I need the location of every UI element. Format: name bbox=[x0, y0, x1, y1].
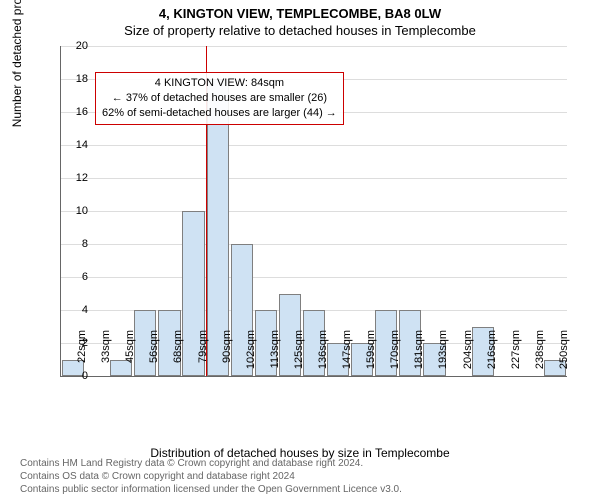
y-tick-label: 6 bbox=[48, 271, 88, 283]
plot-area: 4 KINGTON VIEW: 84sqm← 37% of detached h… bbox=[60, 46, 567, 377]
copyright-notice: Contains HM Land Registry data © Crown c… bbox=[20, 457, 402, 496]
y-tick-label: 16 bbox=[48, 106, 88, 118]
x-tick-label: 159sqm bbox=[365, 330, 377, 380]
chart-container: 4, KINGTON VIEW, TEMPLECOMBE, BA8 0LW Si… bbox=[0, 0, 600, 500]
x-tick-label: 204sqm bbox=[462, 330, 474, 380]
y-tick-label: 4 bbox=[48, 304, 88, 316]
x-tick-label: 56sqm bbox=[148, 330, 160, 380]
y-tick-label: 14 bbox=[48, 139, 88, 151]
x-tick-label: 238sqm bbox=[534, 330, 546, 380]
x-tick-label: 170sqm bbox=[389, 330, 401, 380]
x-tick-label: 193sqm bbox=[437, 330, 449, 380]
y-axis-label: Number of detached properties bbox=[10, 0, 24, 127]
x-tick-label: 113sqm bbox=[269, 330, 281, 380]
x-tick-label: 33sqm bbox=[100, 330, 112, 380]
copyright-line: Contains OS data © Crown copyright and d… bbox=[20, 470, 402, 483]
x-tick-label: 216sqm bbox=[486, 330, 498, 380]
x-tick-label: 22sqm bbox=[76, 330, 88, 380]
copyright-line: Contains HM Land Registry data © Crown c… bbox=[20, 457, 402, 470]
annotation-line: 62% of semi-detached houses are larger (… bbox=[102, 106, 337, 121]
chart-title-address: 4, KINGTON VIEW, TEMPLECOMBE, BA8 0LW bbox=[0, 0, 600, 21]
copyright-line: Contains public sector information licen… bbox=[20, 483, 402, 496]
x-tick-label: 68sqm bbox=[172, 330, 184, 380]
x-tick-label: 45sqm bbox=[124, 330, 136, 380]
x-tick-label: 125sqm bbox=[293, 330, 305, 380]
x-tick-label: 136sqm bbox=[317, 330, 329, 380]
x-tick-label: 102sqm bbox=[245, 330, 257, 380]
x-tick-label: 90sqm bbox=[221, 330, 233, 380]
chart-title-subtitle: Size of property relative to detached ho… bbox=[0, 21, 600, 38]
y-tick-label: 8 bbox=[48, 238, 88, 250]
x-tick-label: 227sqm bbox=[510, 330, 522, 380]
y-tick-label: 20 bbox=[48, 40, 88, 52]
x-tick-label: 147sqm bbox=[341, 330, 353, 380]
annotation-box: 4 KINGTON VIEW: 84sqm← 37% of detached h… bbox=[95, 72, 344, 125]
x-tick-label: 181sqm bbox=[413, 330, 425, 380]
annotation-line: ← 37% of detached houses are smaller (26… bbox=[102, 91, 337, 106]
y-tick-label: 10 bbox=[48, 205, 88, 217]
annotation-line: 4 KINGTON VIEW: 84sqm bbox=[102, 76, 337, 91]
x-tick-label: 250sqm bbox=[558, 330, 570, 380]
y-tick-label: 18 bbox=[48, 73, 88, 85]
y-tick-label: 12 bbox=[48, 172, 88, 184]
x-tick-label: 79sqm bbox=[197, 330, 209, 380]
